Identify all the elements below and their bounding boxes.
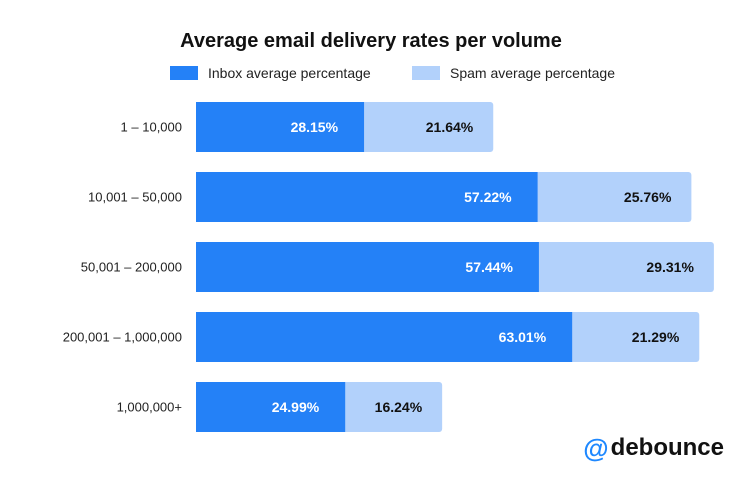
bar-spam bbox=[535, 242, 714, 292]
bar-spam bbox=[569, 312, 700, 362]
data-label-spam: 21.29% bbox=[632, 329, 680, 345]
bar-spam bbox=[342, 382, 443, 432]
data-label-spam: 16.24% bbox=[375, 399, 423, 415]
data-label-spam: 29.31% bbox=[646, 259, 694, 275]
data-label-spam: 25.76% bbox=[624, 189, 672, 205]
legend-swatch-spam bbox=[412, 66, 440, 80]
debounce-logo: @ debounce bbox=[583, 434, 724, 462]
data-label-inbox: 57.22% bbox=[464, 189, 512, 205]
logo-wordmark: debounce bbox=[610, 434, 724, 461]
bar-inbox bbox=[196, 242, 539, 292]
legend-item-inbox: Inbox average percentage bbox=[170, 64, 371, 82]
category-label: 50,001 – 200,000 bbox=[81, 260, 182, 275]
legend-item-spam: Spam average percentage bbox=[412, 64, 615, 82]
legend-label-spam: Spam average percentage bbox=[450, 65, 615, 81]
bar-inbox bbox=[196, 172, 538, 222]
chart-title: Average email delivery rates per volume bbox=[180, 30, 562, 52]
category-label: 10,001 – 50,000 bbox=[88, 190, 182, 205]
bar-spam bbox=[361, 102, 494, 152]
bar-inbox bbox=[196, 102, 365, 152]
legend-swatch-inbox bbox=[170, 66, 198, 80]
category-label: 200,001 – 1,000,000 bbox=[63, 330, 182, 345]
data-label-inbox: 57.44% bbox=[465, 259, 513, 275]
bar-inbox bbox=[196, 312, 573, 362]
data-label-inbox: 28.15% bbox=[291, 119, 339, 135]
data-label-inbox: 63.01% bbox=[499, 329, 547, 345]
at-sign-icon: @ bbox=[583, 433, 609, 463]
data-label-spam: 21.64% bbox=[426, 119, 474, 135]
data-label-inbox: 24.99% bbox=[272, 399, 320, 415]
bar-spam bbox=[534, 172, 692, 222]
legend-label-inbox: Inbox average percentage bbox=[208, 65, 371, 81]
category-label: 1,000,000+ bbox=[117, 400, 182, 415]
category-label: 1 – 10,000 bbox=[121, 120, 182, 135]
bar-inbox bbox=[196, 382, 346, 432]
